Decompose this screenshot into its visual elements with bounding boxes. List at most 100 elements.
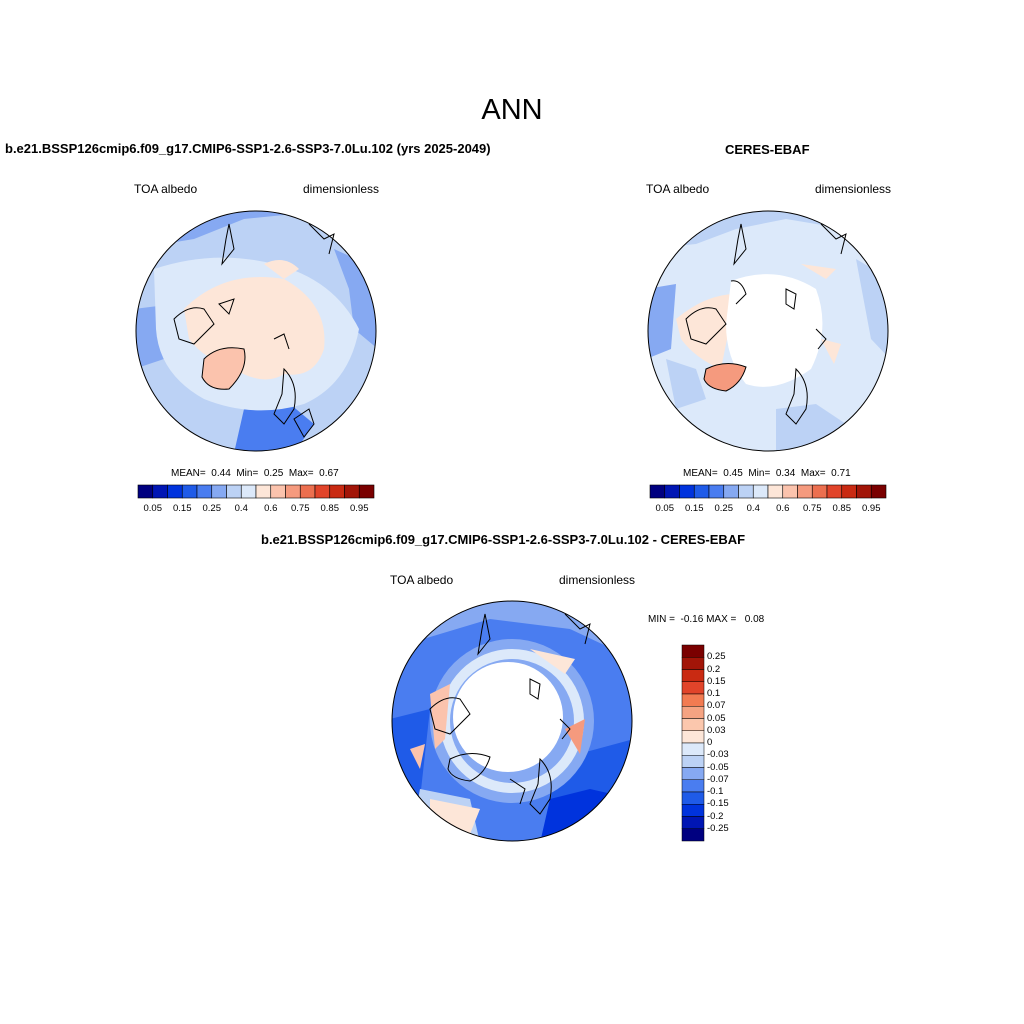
panel1-colorbar-box: [255, 484, 272, 499]
panel1-colorbar-tick-label: 0.6: [264, 503, 278, 514]
panel1-colorbar-tick-label: 0.85: [320, 503, 340, 514]
panel1-colorbar-tick-label: 0.75: [291, 503, 310, 514]
panel2-colorbar-box: [708, 484, 725, 499]
panel1-colorbar-box: [358, 484, 375, 499]
panel1-colorbar-box: [196, 484, 213, 499]
panel1-variable: TOA albedo: [134, 182, 198, 196]
panel3-colorbar-tick-label: 0.25: [707, 651, 726, 663]
panel2-colorbar-box: [723, 484, 739, 499]
panel3-colorbar-tick-label: -0.2: [707, 810, 724, 822]
panel3-title: b.e21.BSSP126cmip6.f09_g17.CMIP6-SSP1-2.…: [261, 532, 746, 547]
panel2-colorbar-box: [738, 484, 754, 499]
panel1-colorbar-box: [314, 484, 331, 499]
panel2-units: dimensionless: [815, 182, 892, 196]
panel2-colorbar-box: [797, 484, 813, 499]
panel1-colorbar-tick-label: 0.25: [202, 503, 222, 514]
panel1-colorbar-labels: 0.05 0.15 0.25 0.4 0.6 0.75 0.85 0.95: [138, 503, 374, 517]
panel3-units: dimensionless: [559, 573, 636, 587]
panel3-colorbar-tick-label: 0.03: [707, 724, 726, 736]
panel2-colorbar-box: [767, 484, 784, 499]
panel3-colorbar-box: [681, 791, 705, 805]
panel2-stats: MEAN= 0.45 Min= 0.34 Max= 0.71: [683, 468, 851, 479]
panel1-title: b.e21.BSSP126cmip6.f09_g17.CMIP6-SSP1-2.…: [5, 141, 491, 156]
panel3-colorbar-tick-label: -0.03: [707, 749, 729, 761]
panel3-variable: TOA albedo: [390, 573, 454, 587]
panel3-colorbar-box: [681, 681, 705, 695]
panel3-colorbar-tick-label: 0.2: [707, 663, 721, 675]
panel2-colorbar-labels: 0.05 0.15 0.25 0.4 0.6 0.75 0.85 0.95: [650, 503, 886, 517]
panel2-colorbar-box: [664, 484, 680, 499]
panel3-colorbar-tick-label: 0.15: [707, 675, 726, 687]
panel2-colorbar-tick-label: 0.95: [862, 503, 881, 514]
panel2-title: CERES-EBAF: [725, 142, 810, 157]
panel1-colorbar-box: [299, 484, 316, 499]
panel3-colorbar-box: [681, 828, 705, 842]
panel2-colorbar-tick-label: 0.4: [746, 503, 760, 514]
panel3-colorbar-box: [681, 742, 705, 756]
panel1-units: dimensionless: [303, 182, 380, 196]
panel3-colorbar-labels: 0.25 0.2 0.15 0.1 0.07 0.05 0.03 0 -0.03 -0.05 -0.…: [707, 645, 747, 841]
panel2-colorbar-tick-label: 0.05: [655, 503, 675, 514]
main-title: ANN: [481, 94, 543, 126]
panel3-colorbar-box: [681, 730, 705, 744]
panel3-colorbar-box: [681, 693, 705, 707]
panel3-colorbar-tick-label: 0.1: [707, 688, 721, 699]
panel3-colorbar-box: [681, 706, 705, 719]
panel1-map: [135, 210, 377, 452]
panel2-colorbar-box: [856, 484, 872, 499]
panel3-colorbar-tick-label: -0.1: [707, 786, 724, 797]
panel2-map: [647, 210, 889, 452]
panel1-colorbar-box: [211, 484, 227, 499]
panel1-colorbar-box: [167, 484, 183, 499]
panel1-colorbar-box: [285, 484, 301, 499]
panel1-colorbar-tick-label: 0.4: [234, 503, 248, 514]
panel1-stats: MEAN= 0.44 Min= 0.25 Max= 0.67: [171, 468, 339, 479]
panel3-colorbar-tick-label: 0.05: [707, 712, 726, 724]
panel1-colorbar-box: [344, 484, 360, 499]
panel1-colorbar-box: [240, 484, 257, 499]
panel3-colorbar-tick-label: 0.07: [707, 700, 726, 712]
panel3-colorbar-box: [681, 755, 705, 768]
panel3-colorbar-box: [681, 669, 705, 682]
panel3-stats: MIN = -0.16 MAX = 0.08: [648, 614, 765, 625]
panel2-colorbar-box: [826, 484, 843, 499]
panel3-colorbar-tick-label: -0.15: [707, 798, 729, 810]
panel1-colorbar-tick-label: 0.05: [143, 503, 163, 514]
panel2-colorbar-box: [693, 484, 710, 499]
panel2-colorbar-box: [782, 484, 798, 499]
panel2-colorbar: [649, 484, 887, 499]
panel2-colorbar-box: [811, 484, 828, 499]
panel3-colorbar-tick-label: -0.07: [707, 773, 729, 785]
panel2-colorbar-tick-label: 0.6: [776, 503, 790, 514]
panel3-colorbar-box: [681, 657, 705, 670]
panel1-colorbar-box: [152, 484, 168, 499]
panel3-colorbar-box: [681, 816, 705, 829]
panel1-colorbar-box: [329, 484, 345, 499]
panel2-colorbar-tick-label: 0.25: [714, 503, 734, 514]
panel2-colorbar-box: [679, 484, 695, 499]
panel1-colorbar-box: [226, 484, 242, 499]
panel2-colorbar-tick-label: 0.75: [803, 503, 822, 514]
panel3-colorbar-box: [681, 779, 705, 793]
panel2-colorbar-tick-label: 0.85: [832, 503, 852, 514]
panel3-colorbar-tick-label: -0.05: [707, 761, 729, 773]
panel1-colorbar-box: [137, 484, 154, 499]
panel2-colorbar-box: [841, 484, 857, 499]
panel2-colorbar-box: [649, 484, 666, 499]
panel3-colorbar-tick-label: -0.25: [707, 822, 729, 834]
panel2-colorbar-box: [870, 484, 887, 499]
panel3-colorbar-box: [681, 767, 705, 780]
panel1-colorbar-box: [181, 484, 198, 499]
panel3-colorbar-box: [681, 804, 705, 817]
panel2-colorbar-box: [752, 484, 769, 499]
panel3-colorbar: [681, 644, 705, 842]
panel3-map: [391, 600, 633, 842]
panel3-colorbar-box: [681, 644, 705, 658]
panel3-colorbar-tick-label: 0: [707, 737, 713, 748]
panel3-colorbar-box: [681, 718, 705, 731]
panel1-colorbar-box: [270, 484, 286, 499]
panel1-colorbar: [137, 484, 375, 499]
panel2-colorbar-tick-label: 0.15: [685, 503, 704, 514]
panel2-variable: TOA albedo: [646, 182, 710, 196]
panel1-colorbar-tick-label: 0.95: [350, 503, 369, 514]
